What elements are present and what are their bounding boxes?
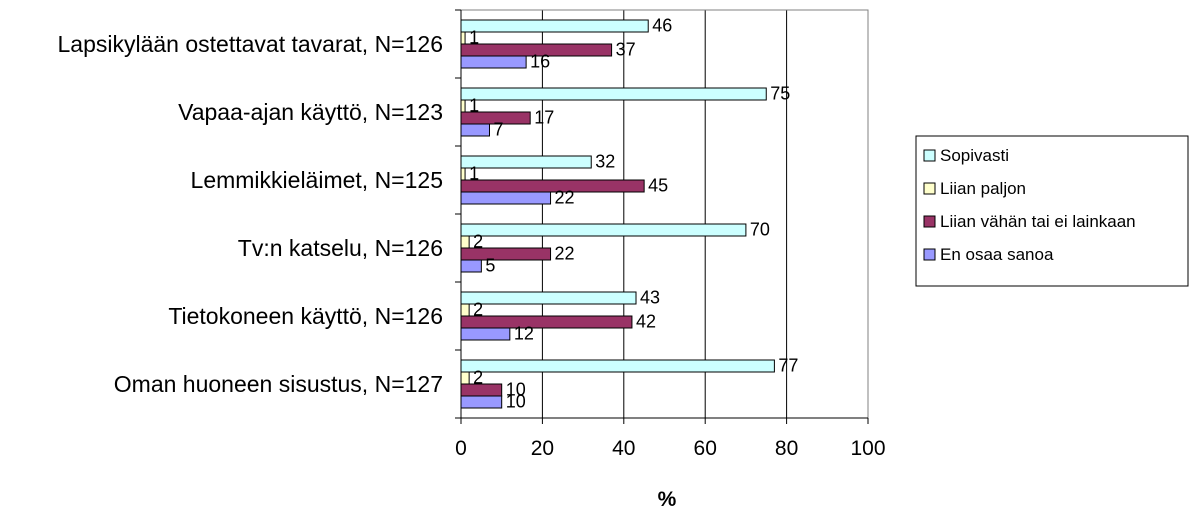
data-label: 10 [506,380,526,400]
bars [460,19,775,409]
bar [460,235,470,249]
x-tick-label: 0 [455,437,467,460]
data-label: 22 [555,244,575,264]
category-label: Tietokoneen käyttö, N=126 [168,303,443,329]
data-label: 45 [648,176,668,196]
bar [460,395,503,409]
category-label: Tv:n katselu, N=126 [238,235,443,261]
category-label: Oman huoneen sisustus, N=127 [114,371,443,397]
data-label: 16 [530,52,550,72]
legend-label: Liian paljon [940,179,1026,198]
x-tick-label: 20 [531,437,554,460]
data-label: 1 [469,96,479,116]
data-label: 42 [636,312,656,332]
x-axis-title: % [658,488,677,511]
data-label: 43 [640,288,660,308]
data-label: 10 [506,392,526,412]
legend-swatch [923,182,936,195]
bar [460,291,637,305]
data-label: 77 [778,356,798,376]
bar [460,167,466,181]
data-label: 17 [534,108,554,128]
data-label: 7 [493,120,503,140]
category-labels: Lapsikylään ostettavat tavarat, N=126 Vap… [58,31,444,397]
x-tick-label: 40 [612,437,635,460]
data-label: 70 [750,220,770,240]
data-label: 1 [469,164,479,184]
category-label: Lemmikkieläimet, N=125 [191,167,443,193]
data-label: 2 [473,368,483,388]
bar [460,315,633,329]
legend-label: Sopivasti [940,146,1009,165]
bar [460,259,482,273]
data-label: 22 [555,188,575,208]
legend-label: En osaa sanoa [940,245,1054,264]
data-label: 2 [473,300,483,320]
data-label: 46 [652,16,672,36]
plot-area [460,9,869,419]
bar [460,19,649,33]
tick-labels: 0 20 40 60 80 100 [455,437,885,460]
legend-swatch [923,215,936,228]
x-tick-label: 80 [775,437,798,460]
bar [460,55,527,69]
bar [460,123,490,137]
data-label: 12 [514,324,534,344]
bar [460,359,775,373]
data-label: 1 [469,28,479,48]
data-label: 2 [473,232,483,252]
legend-label: Liian vähän tai ei lainkaan [940,212,1136,231]
bar [460,155,592,169]
bar [460,371,470,385]
bar [460,179,645,193]
bar [460,99,466,113]
legend-swatch [923,149,936,162]
x-tick-label: 60 [694,437,717,460]
x-tick-label: 100 [850,437,885,460]
bar [460,223,747,237]
gridlines [541,10,788,418]
category-label: Vapaa-ajan käyttö, N=123 [178,99,443,125]
bar [460,191,552,205]
legend-box [915,135,1189,287]
legend: Sopivasti Liian paljon Liian vähän tai ei … [915,135,1189,287]
bar [460,327,511,341]
bar [460,303,470,317]
data-label: 75 [770,84,790,104]
axes [455,9,869,424]
data-label: 32 [595,152,615,172]
data-label: 5 [485,256,495,276]
category-label: Lapsikylään ostettavat tavarat, N=126 [58,31,444,57]
legend-swatch [923,248,936,261]
bar [460,87,767,101]
bar [460,31,466,45]
data-label: 37 [616,40,636,60]
